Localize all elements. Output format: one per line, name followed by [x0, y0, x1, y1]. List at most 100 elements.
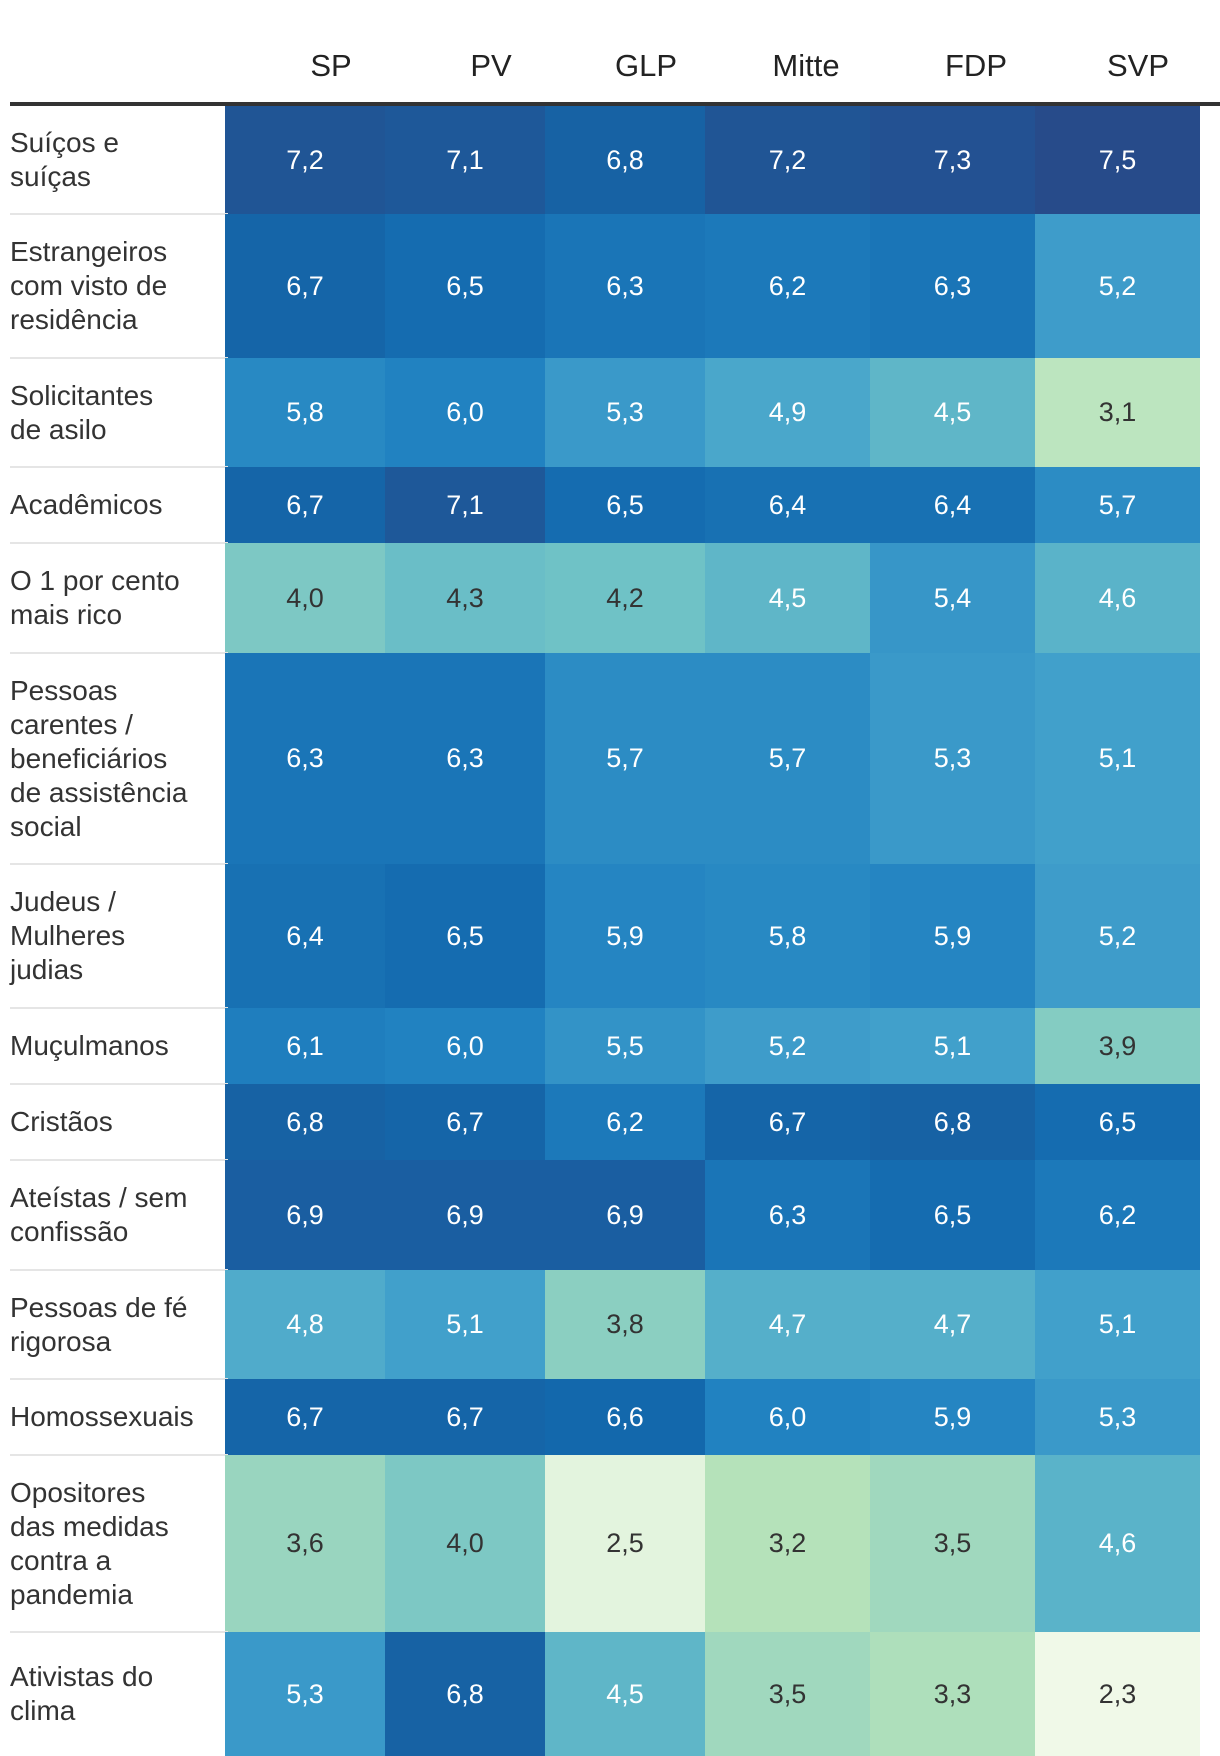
- heatmap-cell: 6,5: [870, 1160, 1035, 1270]
- row-label: Judeus / Mulheres judias: [10, 886, 126, 985]
- heatmap-cell: 5,2: [1035, 214, 1200, 358]
- heatmap-cell: 4,7: [705, 1270, 870, 1379]
- heatmap-cell: 6,7: [705, 1084, 870, 1160]
- heatmap-cell: 5,3: [1035, 1379, 1200, 1455]
- heatmap-cell: 6,7: [385, 1084, 545, 1160]
- row-separator: [10, 213, 228, 215]
- heatmap-cell: 6,7: [385, 1379, 545, 1455]
- row-separator: [10, 1454, 228, 1456]
- row-label: Solicitantes de asilo: [10, 379, 154, 445]
- row-separator: [10, 1378, 228, 1380]
- heatmap-cell: 6,0: [385, 1008, 545, 1084]
- heatmap-cell: 6,7: [225, 214, 385, 358]
- heatmap-cell: 6,8: [870, 1084, 1035, 1160]
- heatmap-cell: 5,9: [545, 864, 705, 1008]
- row-separator: [10, 1083, 228, 1085]
- heatmap-cell: 7,3: [870, 106, 1035, 214]
- row-label: Muçulmanos: [10, 1030, 169, 1061]
- heatmap-cell: 6,2: [1035, 1160, 1200, 1270]
- heatmap-cell: 4,0: [385, 1455, 545, 1632]
- heatmap-cell: 5,8: [705, 864, 870, 1008]
- heatmap-cell: 5,5: [545, 1008, 705, 1084]
- heatmap-cell: 6,7: [225, 1379, 385, 1455]
- row-label: Pessoas carentes / beneficiários de assi…: [10, 674, 188, 842]
- row-separator: [10, 466, 228, 468]
- row-separator: [10, 1007, 228, 1009]
- heatmap-cell: 4,2: [545, 543, 705, 653]
- heatmap-cell: 7,5: [1035, 106, 1200, 214]
- row-label: Estrangeiros com visto de residência: [10, 236, 168, 335]
- heatmap-cell: 6,4: [870, 467, 1035, 543]
- heatmap-cell: 4,3: [385, 543, 545, 653]
- heatmap-cell: 2,5: [545, 1455, 705, 1632]
- heatmap-cell: 4,9: [705, 358, 870, 467]
- row-label: Acadêmicos: [10, 489, 163, 520]
- heatmap-cell: 7,2: [705, 106, 870, 214]
- heatmap-cell: 6,5: [1035, 1084, 1200, 1160]
- heatmap-cell: 5,4: [870, 543, 1035, 653]
- heatmap-cell: 5,1: [870, 1008, 1035, 1084]
- heatmap-cell: 6,7: [225, 467, 385, 543]
- heatmap-cell: 6,3: [225, 653, 385, 864]
- heatmap-cell: 4,6: [1035, 543, 1200, 653]
- heatmap-cell: 6,2: [705, 214, 870, 358]
- heatmap-cell: 3,6: [225, 1455, 385, 1632]
- heatmap-cell: 3,3: [870, 1632, 1035, 1756]
- heatmap-cell: 4,0: [225, 543, 385, 653]
- heatmap-cell: 5,7: [545, 653, 705, 864]
- heatmap-cell: 5,9: [870, 1379, 1035, 1455]
- heatmap-cell: 2,3: [1035, 1632, 1200, 1756]
- heatmap-cell: 6,3: [870, 214, 1035, 358]
- heatmap-cell: 7,2: [225, 106, 385, 214]
- row-separator: [10, 357, 228, 359]
- column-header-sp: SP: [310, 48, 352, 83]
- header-rule: [10, 102, 1220, 106]
- heatmap-cell: 3,2: [705, 1455, 870, 1632]
- heatmap-cell: 6,9: [225, 1160, 385, 1270]
- row-label: O 1 por cento mais rico: [10, 565, 180, 630]
- heatmap-cell: 6,3: [545, 214, 705, 358]
- heatmap-cell: 3,5: [870, 1455, 1035, 1632]
- heatmap-cell: 3,9: [1035, 1008, 1200, 1084]
- row-label: Suíços e suíças: [10, 127, 119, 192]
- heatmap-cell: 3,1: [1035, 358, 1200, 467]
- column-header-fdp: FDP: [945, 48, 1007, 83]
- row-label: Opositores das medidas contra a pandemia: [10, 1476, 169, 1610]
- heatmap-cell: 6,5: [385, 214, 545, 358]
- heatmap-cell: 6,6: [545, 1379, 705, 1455]
- heatmap-cell: 5,8: [225, 358, 385, 467]
- column-header-pv: PV: [470, 48, 512, 83]
- column-header-glp: GLP: [614, 48, 678, 83]
- heatmap-cell: 5,3: [545, 358, 705, 467]
- heatmap-cell: 6,8: [225, 1084, 385, 1160]
- heatmap-cell: 6,9: [545, 1160, 705, 1270]
- heatmap-cell: 6,2: [545, 1084, 705, 1160]
- heatmap-cell: 5,1: [1035, 1270, 1200, 1379]
- heatmap-cell: 3,5: [705, 1632, 870, 1756]
- heatmap-cell: 5,1: [385, 1270, 545, 1379]
- row-label: Cristãos: [10, 1106, 113, 1137]
- heatmap-cell: 6,0: [385, 358, 545, 467]
- heatmap-cell: 6,4: [705, 467, 870, 543]
- row-separator: [10, 1631, 228, 1633]
- heatmap-cell: 5,7: [1035, 467, 1200, 543]
- heatmap-cell: 6,9: [385, 1160, 545, 1270]
- heatmap-cell: 5,2: [1035, 864, 1200, 1008]
- row-label: Pessoas de fé rigorosa: [10, 1291, 188, 1357]
- heatmap-cell: 4,8: [225, 1270, 385, 1379]
- row-separator: [10, 1269, 228, 1271]
- row-label: Homossexuais: [10, 1401, 194, 1432]
- heatmap-cell: 6,5: [385, 864, 545, 1008]
- heatmap-cell: 6,8: [545, 106, 705, 214]
- row-label: Ativistas do clima: [10, 1661, 154, 1726]
- row-separator: [10, 863, 228, 865]
- heatmap-cell: 5,3: [225, 1632, 385, 1756]
- column-header-mitte: Mitte: [772, 48, 840, 83]
- heatmap-cell: 6,4: [225, 864, 385, 1008]
- heatmap-cell: 4,7: [870, 1270, 1035, 1379]
- heatmap-cell: 4,5: [705, 543, 870, 653]
- heatmap-cell: 6,0: [705, 1379, 870, 1455]
- heatmap-cell: 4,5: [545, 1632, 705, 1756]
- row-label: Ateístas / sem confissão: [10, 1182, 188, 1247]
- row-separator: [10, 652, 228, 654]
